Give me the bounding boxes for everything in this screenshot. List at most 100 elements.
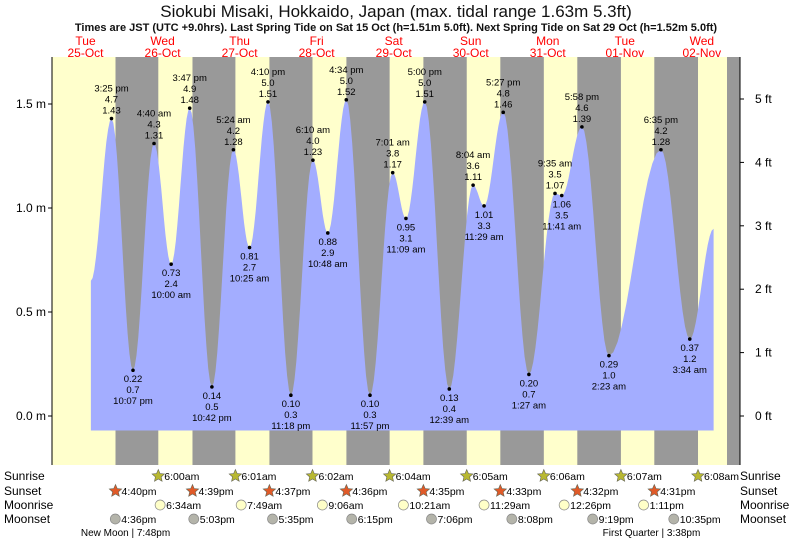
tide-point <box>266 100 270 104</box>
sunset-time: 4:40pm <box>122 486 157 498</box>
sunrise-icon <box>305 468 320 482</box>
date-label: 26-Oct <box>145 46 182 60</box>
moonrise-time: 12:26pm <box>570 500 611 512</box>
sunset-time: 4:31pm <box>660 486 695 498</box>
y-tick-label: 1.0 m <box>16 201 46 215</box>
moon-phase-label: First Quarter | 3:38pm <box>603 528 701 539</box>
tide-time-label: 7:01 am <box>376 138 410 149</box>
night-band <box>727 57 740 465</box>
tide-time-label: 6:35 pm <box>644 115 678 126</box>
tide-time-label: 1:27 am <box>512 400 546 411</box>
tide-point <box>210 385 214 389</box>
tide-m-label: 1.39 <box>573 114 592 125</box>
moonset-time: 4:36pm <box>121 514 156 526</box>
moonrise-moon-icon <box>398 499 409 511</box>
tide-m-label: 1.46 <box>494 99 513 110</box>
tide-point <box>447 387 452 391</box>
tide-ft-label: 4.3 <box>147 120 160 131</box>
tide-time-label: 11:09 am <box>386 244 425 255</box>
moonrise-moon-icon <box>638 499 649 511</box>
tide-time-label: 10:00 am <box>151 290 191 301</box>
tide-point <box>131 368 135 373</box>
tide-ft-label: 4.0 <box>306 136 319 147</box>
sunrise-time: 6:05am <box>473 471 508 483</box>
moonrise-moon-icon <box>558 499 570 511</box>
y-right-tick-label: 2 ft <box>755 282 772 296</box>
tide-m-label: 1.28 <box>224 137 243 148</box>
tide-point <box>187 106 192 110</box>
tide-time-label: 5:00 pm <box>408 67 442 78</box>
tide-point <box>231 147 236 152</box>
tide-m-label: 0.14 <box>203 391 222 402</box>
day-label: Thu <box>229 34 250 48</box>
sunset-row-label-right: Sunset <box>740 484 778 498</box>
moonset-moon-icon <box>426 513 437 525</box>
tide-ft-label: 0.5 <box>205 402 218 413</box>
tide-ft-label: 3.1 <box>399 233 412 244</box>
tide-m-label: 1.06 <box>552 200 571 211</box>
day-label: Fri <box>310 34 324 48</box>
sunrise-time: 6:01am <box>241 471 276 483</box>
moonrise-time: 1:11pm <box>650 500 684 512</box>
sunset-row-label: Sunset <box>4 484 42 498</box>
sunrise-icon <box>536 468 551 482</box>
moonrise-row-label-right: Moonrise <box>740 498 790 512</box>
sunrise-icon <box>459 468 474 482</box>
moonset-moon-icon <box>506 513 518 525</box>
tide-point <box>247 245 252 250</box>
tide-point <box>325 231 330 235</box>
tide-m-label: 0.88 <box>319 237 338 248</box>
tide-point <box>580 125 584 129</box>
sunset-icon <box>339 483 354 497</box>
moonset-moon-icon <box>267 513 278 525</box>
tide-point <box>344 98 349 102</box>
tide-ft-label: 5.0 <box>418 78 431 89</box>
tide-ft-label: 4.9 <box>183 84 196 95</box>
day-label: Wed <box>690 34 714 48</box>
sunrise-time: 6:08am <box>704 471 739 483</box>
moonrise-moon-icon <box>478 499 490 511</box>
tide-time-label: 5:27 pm <box>486 77 520 88</box>
moonset-row-label-right: Moonset <box>740 512 787 526</box>
tide-time-label: 3:47 pm <box>173 73 207 84</box>
sunset-time: 4:36pm <box>352 486 387 498</box>
tide-m-label: 1.17 <box>383 160 402 171</box>
tide-ft-label: 3.6 <box>466 161 479 172</box>
tide-point <box>422 100 427 104</box>
sunrise-time: 6:07am <box>627 471 662 483</box>
tide-time-label: 2:23 am <box>592 382 626 393</box>
sunset-time: 4:39pm <box>198 486 233 498</box>
tide-point <box>404 216 408 221</box>
tide-time-label: 4:10 pm <box>251 67 285 78</box>
sunrise-row-label-right: Sunrise <box>740 469 781 483</box>
tide-point <box>659 147 663 152</box>
date-label: 29-Oct <box>376 46 413 60</box>
tide-m-label: 1.31 <box>145 131 164 142</box>
tide-time-label: 10:07 pm <box>113 396 153 407</box>
tide-ft-label: 3.3 <box>477 221 490 232</box>
y-right-tick-label: 0 ft <box>755 409 772 423</box>
tide-ft-label: 5.0 <box>340 76 353 87</box>
sunset-icon <box>493 483 508 497</box>
tide-point <box>471 183 475 187</box>
tide-point <box>152 141 156 146</box>
tide-time-label: 3:25 pm <box>94 84 128 95</box>
y-tick-label: 0.0 m <box>16 409 46 423</box>
day-label: Tue <box>75 34 96 48</box>
tide-time-label: 4:34 pm <box>329 65 363 76</box>
tide-ft-label: 1.2 <box>683 354 696 365</box>
date-label: 28-Oct <box>299 46 336 60</box>
date-label: 30-Oct <box>453 46 490 60</box>
tide-time-label: 11:18 pm <box>271 421 310 432</box>
sunset-icon <box>416 483 431 497</box>
date-label: 27-Oct <box>222 46 259 60</box>
tide-ft-label: 0.7 <box>126 385 139 396</box>
tide-point <box>559 193 564 198</box>
tide-ft-label: 1.0 <box>602 371 615 382</box>
tide-m-label: 0.10 <box>282 399 301 410</box>
day-label: Wed <box>150 34 174 48</box>
moonrise-time: 11:29am <box>490 500 530 512</box>
sunrise-time: 6:04am <box>396 471 431 483</box>
y-tick-label: 1.5 m <box>16 97 46 111</box>
moonset-moon-icon <box>346 513 358 525</box>
